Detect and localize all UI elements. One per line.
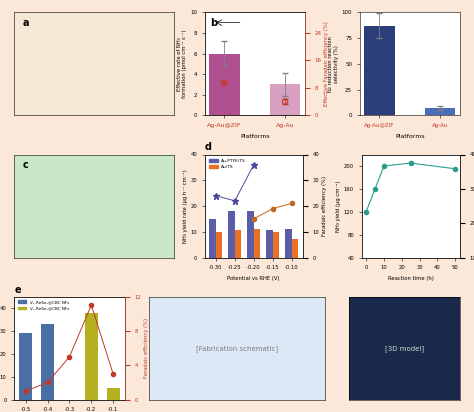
Bar xyxy=(254,229,260,258)
Y-axis label: Effective Faradaic efficiency (%): Effective Faradaic efficiency (%) xyxy=(324,21,329,106)
Text: [3D model]: [3D model] xyxy=(385,345,424,351)
Bar xyxy=(292,239,298,258)
Bar xyxy=(365,26,395,115)
Text: [Fabrication schematic]: [Fabrication schematic] xyxy=(196,345,278,351)
X-axis label: Platforms: Platforms xyxy=(395,133,425,138)
Bar xyxy=(273,232,279,258)
Y-axis label: NH₃ yield (μg cm⁻²): NH₃ yield (μg cm⁻²) xyxy=(336,180,341,232)
Bar xyxy=(85,313,98,400)
Bar xyxy=(209,54,239,115)
Y-axis label: Faradaic efficiency (%): Faradaic efficiency (%) xyxy=(144,318,149,378)
Text: b: b xyxy=(210,18,217,28)
Bar xyxy=(285,229,292,258)
Text: a: a xyxy=(22,18,29,28)
Point xyxy=(281,98,289,105)
X-axis label: Platforms: Platforms xyxy=(240,133,270,138)
Y-axis label: N₂ reduction reaction
selectivity (%): N₂ reduction reaction selectivity (%) xyxy=(328,36,339,92)
Bar xyxy=(266,230,273,258)
Point xyxy=(220,80,228,86)
Text: d: d xyxy=(205,143,212,152)
Bar xyxy=(235,230,241,258)
Y-axis label: Effective rate of NH₃
formation (pmol cm⁻² s⁻¹): Effective rate of NH₃ formation (pmol cm… xyxy=(176,30,187,98)
Text: c: c xyxy=(22,160,28,170)
Bar xyxy=(228,211,235,258)
Legend: Au-PTFE/TS, Au/TS: Au-PTFE/TS, Au/TS xyxy=(207,157,248,171)
Text: e: e xyxy=(14,285,21,295)
Y-axis label: NH₃ yield rate (μg h⁻¹ cm⁻²): NH₃ yield rate (μg h⁻¹ cm⁻²) xyxy=(182,169,188,243)
Bar xyxy=(107,388,120,400)
Bar xyxy=(216,232,222,258)
Bar xyxy=(41,324,54,400)
X-axis label: Reaction time (h): Reaction time (h) xyxy=(388,276,434,281)
Bar xyxy=(270,84,300,115)
Bar xyxy=(247,211,254,258)
Bar xyxy=(19,333,32,400)
Legend: V₂-ReSe₂@CBC NFs, V₂-ReSe₂@CBC NFs: V₂-ReSe₂@CBC NFs, V₂-ReSe₂@CBC NFs xyxy=(16,299,71,312)
X-axis label: Potential vs RHE (V): Potential vs RHE (V) xyxy=(228,276,280,281)
Bar xyxy=(425,108,455,115)
Bar xyxy=(209,219,216,258)
Y-axis label: Faradaic efficiency (%): Faradaic efficiency (%) xyxy=(322,176,327,236)
